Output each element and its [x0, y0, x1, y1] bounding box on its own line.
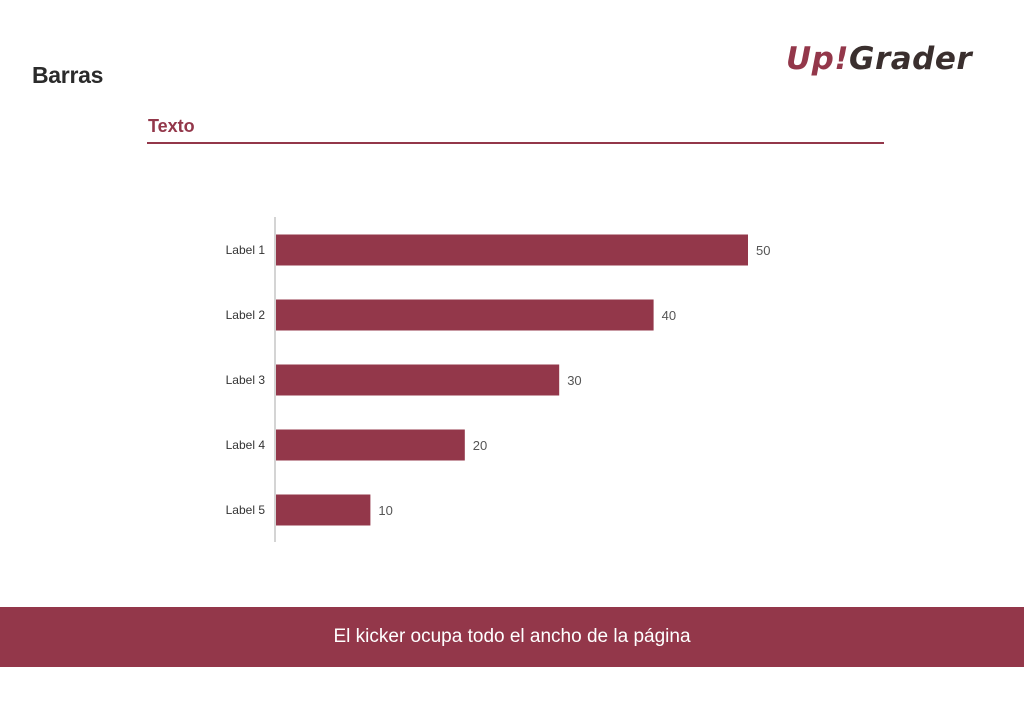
page-title: Barras	[32, 62, 104, 88]
kicker-banner: El kicker ocupa todo el ancho de la pági…	[0, 607, 1024, 667]
category-label-1: Label 1	[226, 243, 266, 257]
value-label-3: 30	[567, 373, 581, 388]
value-label-4: 20	[473, 438, 487, 453]
bar-2	[276, 299, 654, 331]
upgrader-logo: Up! Grader	[786, 36, 972, 82]
category-label-2: Label 2	[226, 308, 266, 322]
logo-text-up: Up	[786, 41, 835, 77]
bar-3	[276, 364, 560, 396]
section-title: Texto	[148, 116, 195, 136]
bar-5	[276, 494, 371, 526]
bar-4	[276, 429, 465, 461]
logo-text-grader: Grader	[849, 41, 973, 77]
logo-text-bang: !	[834, 41, 850, 77]
value-label-2: 40	[662, 308, 676, 323]
value-label-1: 50	[756, 243, 770, 258]
bar-1	[276, 234, 748, 266]
category-label-5: Label 5	[226, 503, 266, 517]
section-divider	[147, 142, 884, 144]
category-label-3: Label 3	[226, 373, 266, 387]
kicker-text: El kicker ocupa todo el ancho de la pági…	[333, 626, 691, 647]
value-label-5: 10	[378, 503, 392, 518]
category-label-4: Label 4	[226, 438, 266, 452]
